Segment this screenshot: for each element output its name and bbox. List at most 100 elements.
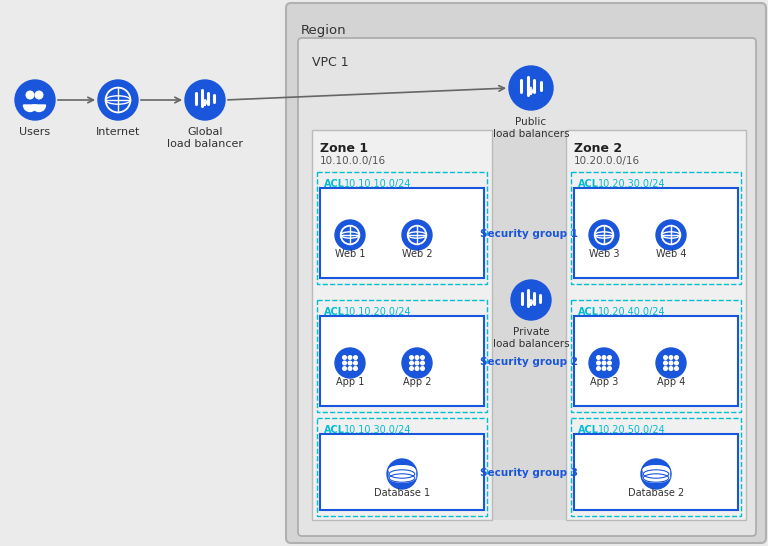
Bar [574, 188, 738, 278]
Circle shape [98, 80, 138, 120]
Text: Security group 2: Security group 2 [480, 357, 578, 367]
Text: ACL: ACL [324, 425, 345, 435]
Wedge shape [24, 105, 37, 111]
Circle shape [607, 361, 611, 365]
Text: Region: Region [301, 24, 346, 37]
Text: Zone 2: Zone 2 [574, 142, 622, 155]
Circle shape [664, 367, 667, 370]
Text: Web 1: Web 1 [335, 249, 366, 259]
Text: Database 1: Database 1 [374, 488, 430, 498]
Bar [320, 188, 484, 278]
Wedge shape [32, 105, 45, 111]
Circle shape [589, 348, 619, 378]
Text: Zone 1: Zone 1 [320, 142, 368, 155]
Circle shape [664, 361, 667, 365]
Bar [571, 172, 741, 284]
Ellipse shape [389, 466, 415, 474]
Text: Web 3: Web 3 [589, 249, 619, 259]
Text: App 1: App 1 [336, 377, 364, 387]
Circle shape [415, 367, 419, 370]
Circle shape [335, 220, 365, 250]
Bar [566, 130, 746, 520]
Circle shape [415, 355, 419, 359]
Circle shape [348, 367, 352, 370]
Circle shape [185, 80, 225, 120]
Ellipse shape [644, 470, 669, 478]
Bar [320, 316, 484, 406]
Text: 10.10.30.0/24: 10.10.30.0/24 [344, 425, 412, 435]
Ellipse shape [389, 474, 415, 482]
Circle shape [335, 348, 365, 378]
Circle shape [421, 361, 424, 365]
Text: Security group 1: Security group 1 [480, 229, 578, 239]
FancyBboxPatch shape [298, 38, 756, 536]
Text: 10.20.40.0/24: 10.20.40.0/24 [598, 307, 666, 317]
Circle shape [641, 459, 671, 489]
Text: Global
load balancer: Global load balancer [167, 127, 243, 149]
Text: App 3: App 3 [590, 377, 618, 387]
Circle shape [669, 367, 673, 370]
Text: VPC 1: VPC 1 [312, 56, 349, 69]
Circle shape [602, 367, 606, 370]
Text: 10.10.0.0/16: 10.10.0.0/16 [320, 156, 386, 166]
Circle shape [421, 355, 424, 359]
Circle shape [343, 367, 346, 370]
Text: Users: Users [19, 127, 51, 137]
Text: 10.20.30.0/24: 10.20.30.0/24 [598, 179, 666, 189]
Text: ACL: ACL [578, 179, 599, 189]
Circle shape [421, 367, 424, 370]
Ellipse shape [644, 474, 669, 482]
Circle shape [409, 355, 413, 359]
Text: Web 2: Web 2 [402, 249, 432, 259]
Circle shape [511, 280, 551, 320]
Circle shape [656, 348, 686, 378]
Circle shape [675, 355, 678, 359]
Circle shape [607, 367, 611, 370]
Text: Security group 3: Security group 3 [480, 468, 578, 478]
Circle shape [509, 66, 553, 110]
Text: ACL: ACL [578, 307, 599, 317]
Circle shape [15, 80, 55, 120]
Bar [317, 172, 487, 284]
Circle shape [402, 220, 432, 250]
Circle shape [35, 91, 43, 99]
Text: 10.10.20.0/24: 10.10.20.0/24 [344, 307, 412, 317]
Circle shape [602, 361, 606, 365]
Text: ACL: ACL [324, 179, 345, 189]
Text: Private
load balancers: Private load balancers [493, 327, 569, 348]
Circle shape [597, 367, 601, 370]
Circle shape [354, 367, 357, 370]
Ellipse shape [644, 466, 669, 474]
Bar [574, 434, 738, 510]
Circle shape [348, 355, 352, 359]
Circle shape [26, 91, 34, 99]
Bar [389, 470, 415, 478]
Bar [488, 130, 570, 520]
Circle shape [409, 361, 413, 365]
Circle shape [354, 361, 357, 365]
Bar [571, 418, 741, 516]
Circle shape [669, 361, 673, 365]
Circle shape [675, 367, 678, 370]
Ellipse shape [389, 470, 415, 478]
Circle shape [343, 355, 346, 359]
Circle shape [675, 361, 678, 365]
Circle shape [597, 361, 601, 365]
Circle shape [589, 220, 619, 250]
Circle shape [402, 348, 432, 378]
Text: Public
load balancers: Public load balancers [493, 117, 569, 139]
Text: 10.20.0.0/16: 10.20.0.0/16 [574, 156, 640, 166]
Circle shape [656, 220, 686, 250]
Bar [312, 130, 492, 520]
Ellipse shape [389, 466, 415, 474]
Text: ACL: ACL [324, 307, 345, 317]
Circle shape [343, 361, 346, 365]
Circle shape [607, 355, 611, 359]
Bar [317, 300, 487, 412]
Circle shape [409, 367, 413, 370]
Circle shape [415, 361, 419, 365]
FancyBboxPatch shape [286, 3, 766, 543]
Bar [644, 470, 669, 478]
Text: Internet: Internet [96, 127, 141, 137]
Circle shape [597, 355, 601, 359]
